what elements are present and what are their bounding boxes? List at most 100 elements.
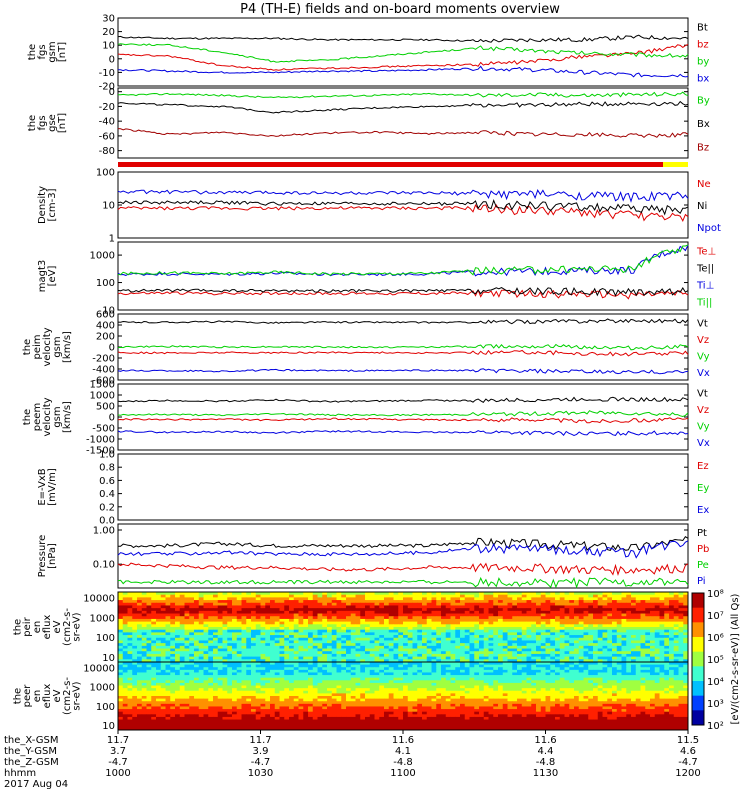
spectrogram-cell [469, 648, 475, 652]
spectrogram-cell [246, 690, 252, 694]
spectrogram-cell [384, 608, 390, 612]
spectrogram-cell [222, 667, 228, 671]
spectrogram-cell [265, 688, 271, 692]
spectrogram-cell [564, 605, 570, 609]
spectrogram-cell [236, 651, 242, 655]
spectrogram-cell [574, 616, 580, 620]
spectrogram-cell [664, 624, 670, 628]
spectrogram-cell [507, 653, 513, 658]
spectrogram-cell [241, 597, 247, 601]
spectrogram-cell [550, 651, 556, 655]
spectrogram-cell [659, 613, 665, 617]
spectrogram-cell [526, 669, 532, 673]
spectrogram-cell [151, 675, 157, 679]
spectrogram-cell [341, 675, 347, 679]
spectrogram-cell [474, 693, 480, 697]
spectrogram-cell [450, 629, 456, 633]
spectrogram-cell [189, 594, 195, 598]
spectrogram-cell [260, 651, 266, 655]
spectrogram-cell [612, 605, 618, 609]
spectrogram-cell [384, 664, 390, 668]
spectrogram-cell [122, 600, 128, 604]
spectrogram-cell [170, 645, 176, 649]
spectrogram-cell [317, 659, 323, 663]
spectrogram-cell [208, 594, 214, 598]
spectrogram-cell [398, 621, 404, 625]
spectrogram-cell [654, 608, 660, 612]
spectrogram-cell [645, 653, 651, 658]
spectrogram-cell [521, 648, 527, 652]
spectrogram-cell [450, 645, 456, 649]
spectrogram-cell [232, 651, 238, 655]
spectrogram-cell [545, 627, 551, 631]
spectrogram-cell [683, 682, 689, 686]
spectrogram-cell [303, 664, 309, 668]
spectrogram-cell [137, 635, 143, 639]
spectrogram-cell [455, 608, 461, 612]
spectrogram-cell [308, 613, 314, 617]
spectrogram-cell [422, 602, 428, 606]
spectrogram-cell [621, 616, 627, 620]
spectrogram-cell [578, 602, 584, 606]
panel-peir_spec: thepeirenefluxeV(cm2-s-sr-eV)10000100010… [12, 591, 689, 664]
spectrogram-cell [683, 635, 689, 639]
spectrogram-cell [265, 605, 271, 609]
spectrogram-cell [284, 632, 290, 636]
spectrogram-cell [664, 610, 670, 614]
spectrogram-cell [526, 653, 532, 658]
spectrogram-cell [236, 616, 242, 620]
spectrogram-cell [312, 627, 318, 631]
spectrogram-cell [407, 637, 413, 641]
spectrogram-cell [407, 643, 413, 647]
spectrogram-cell [374, 675, 380, 679]
spectrogram-cell [569, 685, 575, 689]
spectrogram-cell [336, 675, 342, 679]
spectrogram-cell [507, 675, 513, 679]
spectrogram-cell [474, 659, 480, 663]
spectrogram-cell [213, 627, 219, 631]
spectrogram-cell [194, 597, 200, 601]
spectrogram-cell [355, 656, 361, 660]
spectrogram-cell [369, 613, 375, 617]
spectrogram-cell [208, 602, 214, 606]
spectrogram-cell [474, 632, 480, 636]
spectrogram-cell [274, 659, 280, 663]
spectrogram-cell [265, 629, 271, 633]
spectrogram-cell [621, 629, 627, 633]
spectrogram-cell [303, 659, 309, 663]
spectrogram-cell [493, 677, 499, 681]
spectrogram-cell [493, 592, 499, 596]
spectrogram-cell [436, 627, 442, 631]
spectrogram-cell [165, 608, 171, 612]
spectrogram-cell [293, 610, 299, 614]
spectrogram-cell [616, 682, 622, 686]
spectrogram-cell [398, 680, 404, 684]
spectrogram-cell [559, 690, 565, 694]
spectrogram-cell [160, 608, 166, 612]
spectrogram-cell [251, 693, 257, 697]
spectrogram-cell [664, 608, 670, 612]
spectrogram-cell [170, 669, 176, 673]
spectrogram-cell [683, 640, 689, 644]
spectrogram-cell [564, 616, 570, 620]
spectrogram-cell [673, 618, 679, 623]
spectrogram-cell [322, 690, 328, 694]
spectrogram-cell [540, 616, 546, 620]
panel-frame [117, 171, 689, 239]
spectrogram-cell [308, 597, 314, 601]
spectrogram-cell [583, 608, 589, 612]
spectrogram-cell [555, 688, 561, 692]
spectrogram-cell [669, 594, 675, 598]
spectrogram-cell [498, 685, 504, 689]
spectrogram-cell [350, 645, 356, 649]
spectrogram-cell [241, 675, 247, 679]
y-axis-label: fgs [37, 115, 48, 130]
spectrogram-cell [369, 648, 375, 652]
spectrogram-cell [175, 672, 181, 676]
spectrogram-cell [331, 632, 337, 636]
spectrogram-cell [578, 667, 584, 671]
y-axis-label: the [27, 115, 38, 131]
spectrogram-cell [279, 594, 285, 598]
spectrogram-cell [631, 605, 637, 609]
spectrogram-cell [621, 677, 627, 681]
